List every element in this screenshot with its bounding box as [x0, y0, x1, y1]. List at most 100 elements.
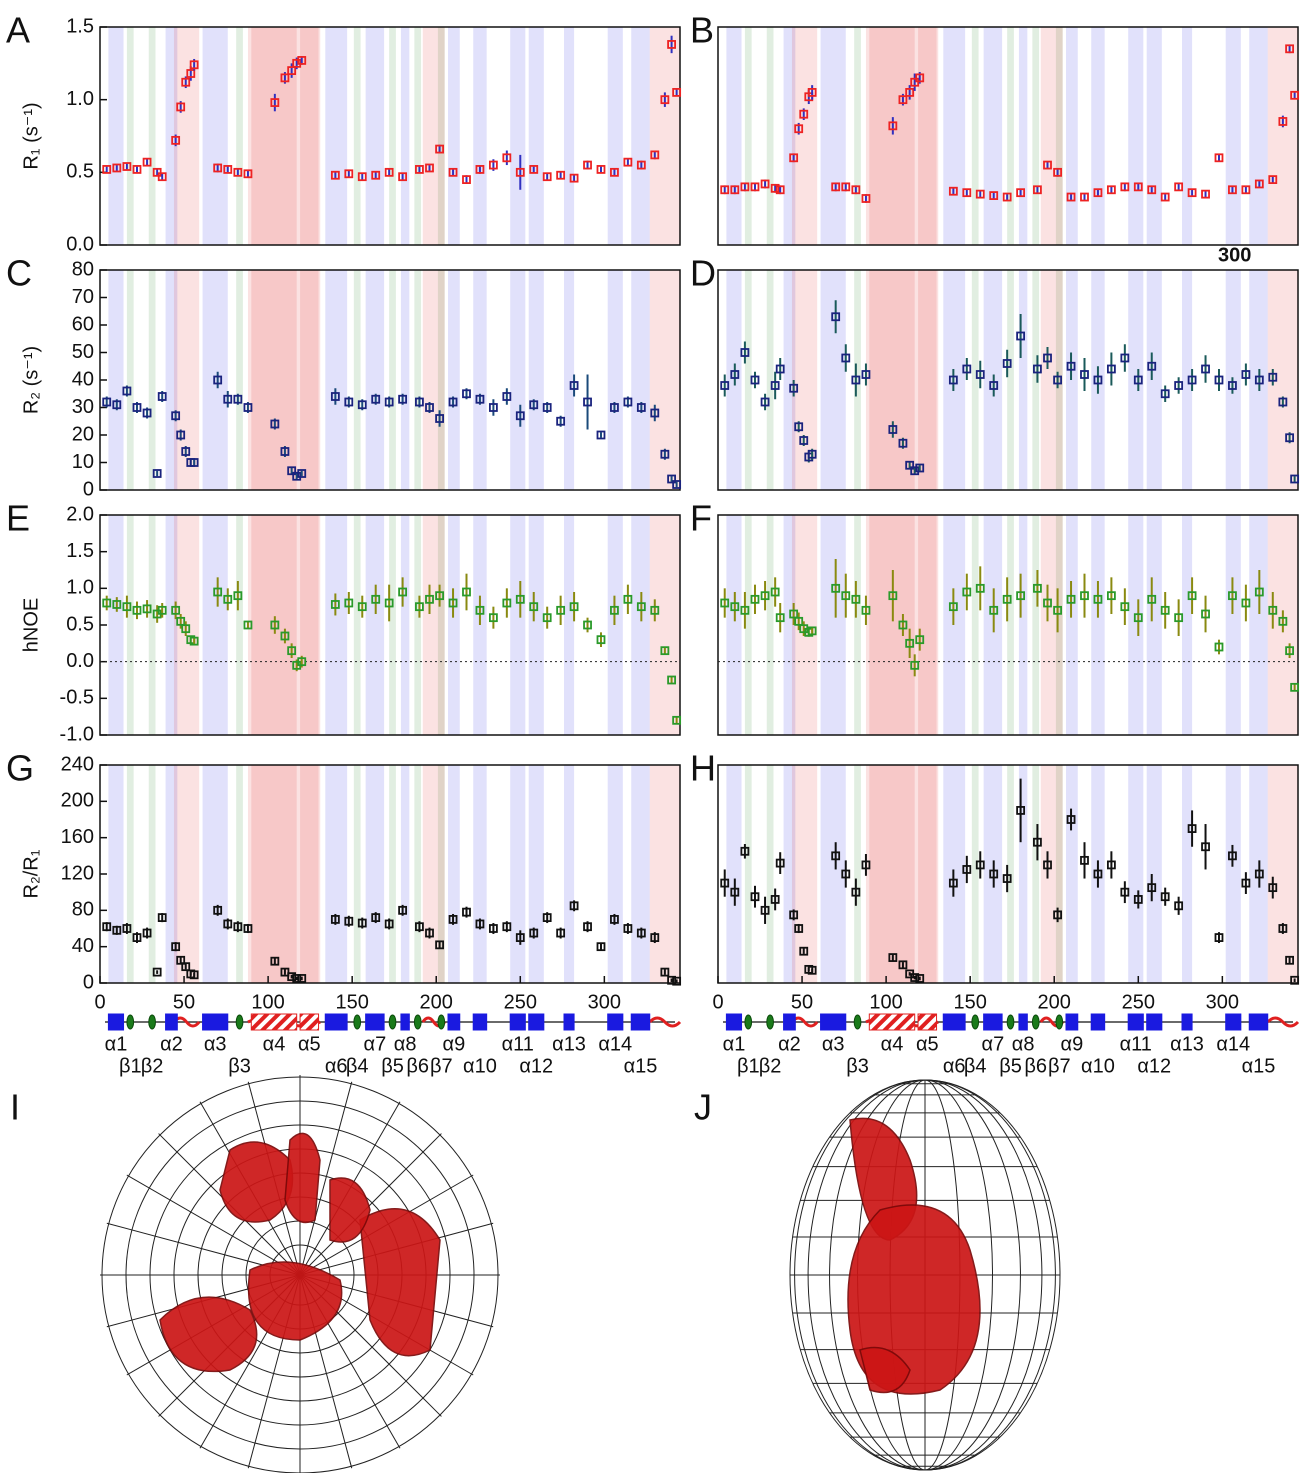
data-point: [1228, 851, 1237, 861]
structure-shading: [1055, 765, 1063, 983]
structure-label: α8: [1012, 1033, 1035, 1055]
data-point: [371, 913, 381, 922]
disorder-shading: [1040, 27, 1063, 245]
data-point: [297, 974, 307, 983]
data-point: [280, 967, 290, 977]
data-point: [760, 905, 770, 915]
data-point: [1043, 160, 1052, 170]
data-point: [861, 605, 871, 615]
data-point: [1228, 381, 1237, 390]
helix-track: [447, 1013, 461, 1031]
data-point: [357, 400, 367, 410]
data-point: [1147, 594, 1157, 604]
structure-shading: [236, 765, 243, 983]
panel: B: [690, 10, 1300, 246]
structure-shading: [1146, 765, 1162, 983]
data-point: [650, 408, 660, 418]
structure-shading: [365, 270, 385, 490]
structure-shading: [1225, 515, 1241, 735]
data-point: [888, 953, 898, 962]
data-point: [1120, 602, 1130, 612]
structure-shading: [1128, 515, 1144, 735]
data-point: [672, 715, 682, 725]
data-point: [1053, 605, 1062, 615]
data-point: [142, 157, 152, 167]
data-point: [1174, 182, 1184, 192]
structure-shading: [414, 515, 422, 735]
structure-shading: [400, 515, 410, 735]
helix-track: [250, 1013, 298, 1031]
structure-shading: [943, 27, 966, 245]
structure-shading: [126, 270, 134, 490]
helix-track: [528, 1013, 545, 1031]
data-point: [1268, 605, 1278, 615]
structure-shading: [473, 27, 487, 245]
data-point: [1016, 806, 1026, 815]
structure-shading: [766, 765, 774, 983]
data-point: [831, 851, 841, 861]
structure-shading: [1018, 27, 1028, 245]
x-tick-label: 200: [420, 991, 453, 1013]
structure-shading: [108, 270, 124, 490]
disorder-shading: [1040, 515, 1063, 735]
data-point: [171, 135, 181, 145]
data-point: [181, 962, 191, 972]
structure-shading: [165, 515, 178, 735]
structure-shading: [971, 27, 979, 245]
structure-shading: [766, 515, 774, 735]
data-point: [176, 102, 186, 112]
structure-shading: [1018, 515, 1028, 735]
data-point: [1053, 167, 1062, 177]
disorder-shading: [1267, 27, 1298, 245]
disorder-shading: [422, 270, 445, 490]
plot-frame: [717, 269, 1299, 491]
data-point: [794, 422, 804, 432]
structure-shading: [148, 765, 156, 983]
y-tick-label: 1.5: [66, 540, 94, 562]
data-point: [915, 73, 925, 83]
disorder-shading: [791, 765, 818, 983]
structure-label: α10: [1081, 1055, 1115, 1077]
helix-track: [324, 1013, 348, 1031]
data-point: [1214, 153, 1224, 163]
structure-shading: [251, 27, 297, 245]
structure-label: β3: [228, 1055, 251, 1077]
structure-label: α15: [624, 1055, 658, 1077]
data-point: [775, 185, 785, 195]
data-point: [650, 150, 660, 160]
data-point: [596, 165, 606, 174]
data-point: [1053, 375, 1062, 385]
data-point: [583, 922, 592, 932]
y-tick-label: 1.0: [66, 577, 94, 599]
data-point: [542, 172, 552, 182]
data-point: [1053, 910, 1062, 920]
data-point: [1002, 594, 1012, 604]
data-point: [122, 162, 132, 171]
data-point: [270, 98, 280, 107]
data-point: [962, 865, 972, 874]
structure-shading: [510, 27, 526, 245]
data-point: [515, 411, 525, 421]
data-point: [1254, 375, 1264, 385]
data-point: [750, 375, 760, 385]
structure-shading: [869, 765, 915, 983]
data-point: [789, 910, 799, 920]
data-point: [1147, 883, 1157, 893]
structure-shading: [353, 270, 361, 490]
helix-track: [983, 1013, 1003, 1031]
data-point: [398, 172, 408, 182]
data-point: [398, 394, 408, 404]
structure-shading: [607, 765, 623, 983]
disorder-shading: [865, 27, 939, 245]
data-point: [799, 109, 809, 119]
disorder-shading: [422, 515, 445, 735]
data-point: [807, 965, 817, 975]
data-point: [623, 157, 633, 167]
data-point: [1002, 874, 1012, 883]
data-point: [1106, 591, 1116, 601]
y-tick-label: 80: [72, 258, 94, 280]
structure-shading: [353, 515, 361, 735]
data-point: [898, 620, 908, 630]
data-point: [415, 165, 424, 174]
